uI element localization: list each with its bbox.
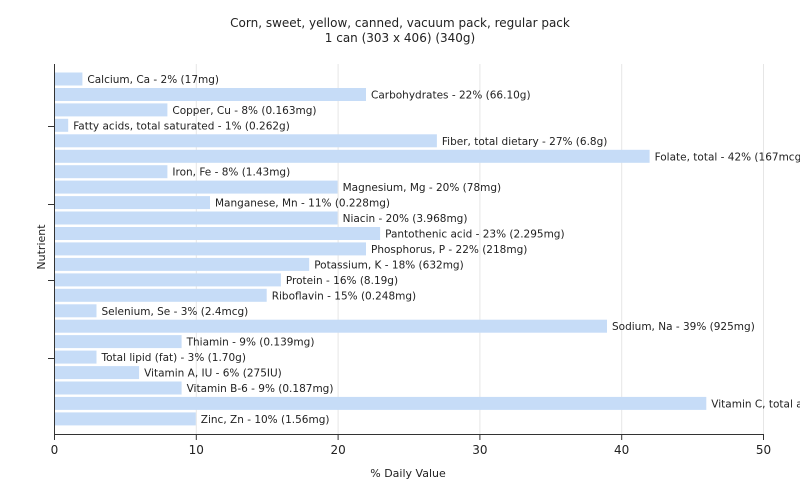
chart-title-block: Corn, sweet, yellow, canned, vacuum pack… bbox=[0, 16, 800, 46]
bar bbox=[55, 273, 281, 287]
bar bbox=[55, 211, 338, 225]
bar bbox=[55, 288, 267, 302]
bar-label: Protein - 16% (8.19g) bbox=[286, 275, 398, 287]
bar bbox=[55, 412, 196, 426]
chart-title: Corn, sweet, yellow, canned, vacuum pack… bbox=[230, 16, 570, 30]
bar-label: Iron, Fe - 8% (1.43mg) bbox=[172, 167, 290, 179]
bar bbox=[55, 366, 140, 380]
x-tick-label: 0 bbox=[51, 443, 59, 457]
bar-label: Thiamin - 9% (0.139mg) bbox=[186, 337, 315, 349]
bar-label: Fiber, total dietary - 27% (6.8g) bbox=[442, 136, 607, 148]
bar bbox=[55, 103, 168, 117]
bar-label: Copper, Cu - 8% (0.163mg) bbox=[172, 105, 316, 117]
bar-label: Selenium, Se - 3% (2.4mcg) bbox=[102, 306, 249, 318]
bar bbox=[55, 72, 83, 86]
x-tick-label: 50 bbox=[756, 443, 771, 457]
bar-label: Riboflavin - 15% (0.248mg) bbox=[272, 290, 416, 302]
x-tick-label: 10 bbox=[189, 443, 204, 457]
x-tick-label: 30 bbox=[472, 443, 487, 457]
bar-label: Pantothenic acid - 23% (2.295mg) bbox=[385, 229, 564, 241]
x-axis-title: % Daily Value bbox=[370, 467, 446, 480]
x-tick-label: 40 bbox=[614, 443, 629, 457]
bar-labels: Calcium, Ca - 2% (17mg) Carbohydrates - 2… bbox=[73, 74, 800, 426]
bar bbox=[55, 134, 437, 148]
bar-label: Vitamin C, total ascorbic acid - 46% (27… bbox=[711, 398, 800, 410]
bar-label: Folate, total - 42% (167mcg) bbox=[655, 151, 800, 163]
bar-label: Sodium, Na - 39% (925mg) bbox=[612, 321, 755, 333]
bar bbox=[55, 242, 366, 256]
bar bbox=[55, 350, 97, 364]
bar bbox=[55, 396, 707, 410]
bar bbox=[55, 335, 182, 349]
bar-label: Total lipid (fat) - 3% (1.70g) bbox=[101, 352, 246, 364]
bars bbox=[55, 72, 707, 426]
bar-label: Niacin - 20% (3.968mg) bbox=[343, 213, 468, 225]
bar-label: Carbohydrates - 22% (66.10g) bbox=[371, 90, 531, 102]
bar bbox=[55, 319, 607, 333]
bar-label: Calcium, Ca - 2% (17mg) bbox=[87, 74, 219, 86]
bar bbox=[55, 257, 310, 271]
bar-label: Magnesium, Mg - 20% (78mg) bbox=[343, 182, 502, 194]
axes: 0 10 20 30 40 50 bbox=[48, 64, 771, 457]
bar-label: Potassium, K - 18% (632mg) bbox=[314, 259, 464, 271]
bar-label: Phosphorus, P - 22% (218mg) bbox=[371, 244, 527, 256]
bar bbox=[55, 180, 338, 194]
bar-label: Zinc, Zn - 10% (1.56mg) bbox=[201, 414, 330, 426]
chart-subtitle: 1 can (303 x 406) (340g) bbox=[324, 31, 476, 45]
bar bbox=[55, 196, 210, 210]
bar-label: Fatty acids, total saturated - 1% (0.262… bbox=[73, 120, 290, 132]
y-axis-title: Nutrient bbox=[35, 224, 48, 270]
bar-label: Manganese, Mn - 11% (0.228mg) bbox=[215, 198, 390, 210]
bar-label: Vitamin A, IU - 6% (275IU) bbox=[144, 368, 282, 380]
bar-label: Vitamin B-6 - 9% (0.187mg) bbox=[187, 383, 334, 395]
bar bbox=[55, 381, 182, 395]
bar bbox=[55, 118, 69, 132]
bar bbox=[55, 304, 97, 318]
bar bbox=[55, 165, 168, 179]
bar bbox=[55, 227, 381, 240]
x-tick-label: 20 bbox=[330, 443, 345, 457]
bar bbox=[55, 88, 366, 101]
bar bbox=[55, 149, 650, 163]
